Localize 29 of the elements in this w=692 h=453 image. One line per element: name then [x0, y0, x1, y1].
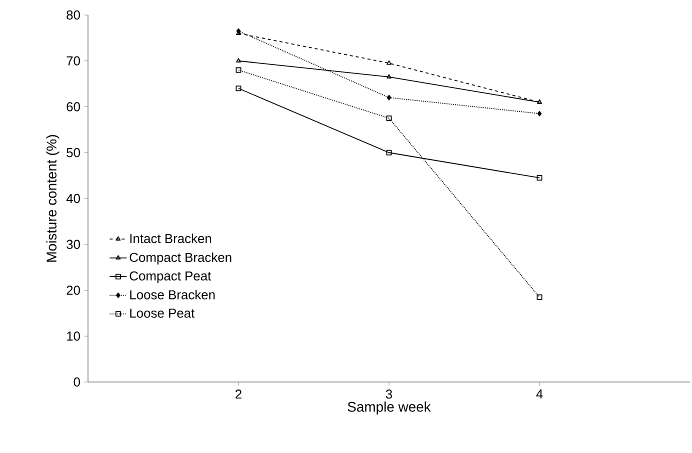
y-tick-label: 70 — [66, 56, 80, 66]
point — [386, 150, 392, 156]
point — [386, 115, 392, 121]
legend-label: Loose Bracken — [130, 290, 215, 300]
point — [536, 175, 542, 181]
point — [386, 60, 392, 65]
x-tick-label: 3 — [386, 390, 392, 399]
point — [536, 294, 542, 300]
y-axis-title: Moisture content (%) — [46, 135, 60, 262]
y-tick-label: 10 — [67, 332, 80, 341]
x-tick-label: 4 — [536, 390, 543, 398]
legend-label: Intact Bracken — [130, 234, 212, 244]
point — [236, 28, 241, 34]
y-tick-label: 30 — [66, 240, 80, 249]
y-tick-label: 40 — [66, 194, 80, 204]
legend-label: Compact Peat — [130, 271, 212, 284]
legend-label: Loose Peat — [130, 308, 195, 318]
point — [537, 110, 542, 116]
legend-label: Compact Bracken — [130, 252, 232, 265]
point — [236, 86, 242, 92]
y-tick-label: 50 — [66, 148, 80, 158]
x-axis-title: Sample week — [348, 402, 431, 415]
y-tick-label: 60 — [66, 102, 80, 112]
y-tick-label: 20 — [66, 286, 80, 295]
point — [386, 94, 392, 100]
x-tick-label: 2 — [236, 390, 242, 399]
y-tick-label: 0 — [74, 377, 80, 387]
y-tick-label: 80 — [66, 10, 80, 20]
point — [236, 67, 242, 73]
